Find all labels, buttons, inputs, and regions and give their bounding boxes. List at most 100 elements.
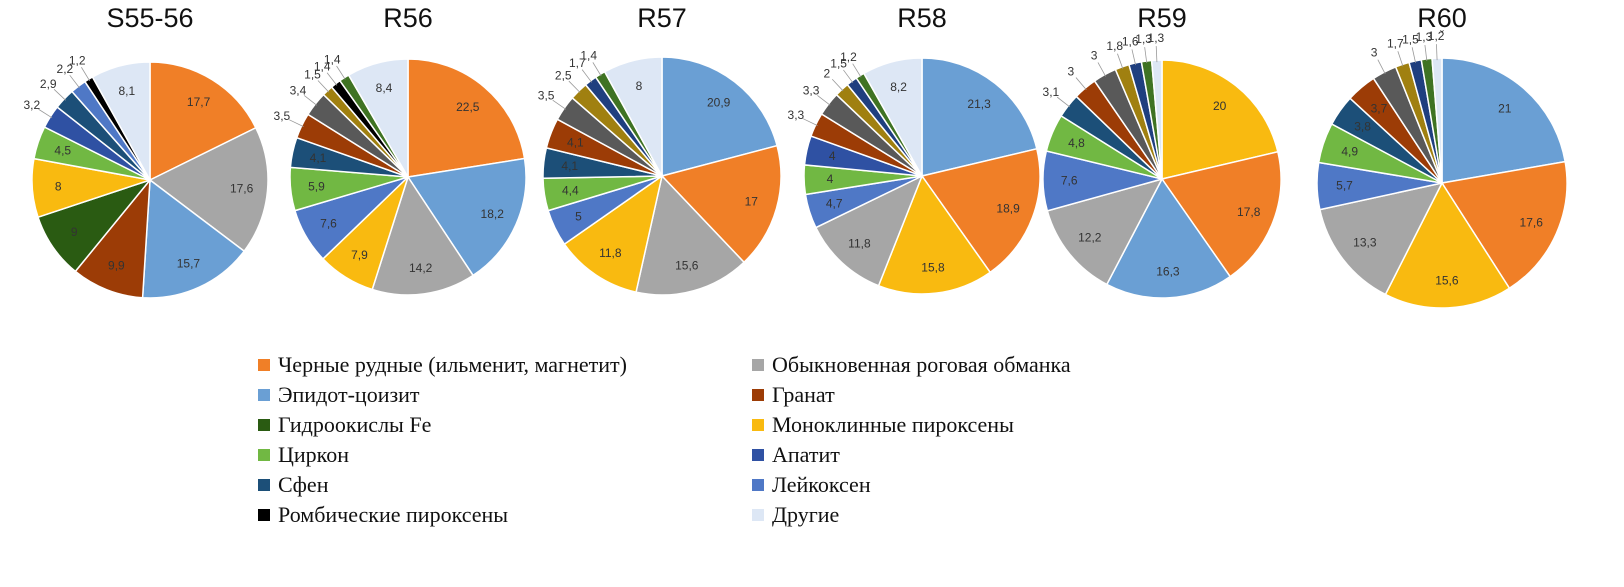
slice-label: 5,7 (1336, 178, 1353, 192)
slice-leader-line (1424, 45, 1428, 61)
legend-item-opx: Ромбические пироксены (258, 502, 508, 528)
slice-label: 5,9 (308, 180, 325, 194)
legend-label: Ромбические пироксены (278, 502, 509, 527)
pie-title: R58 (897, 3, 947, 33)
slice-label: 17,6 (1520, 215, 1544, 229)
pie-slice-other (347, 58, 409, 180)
slice-label: 7,9 (351, 248, 368, 262)
slice-label: 9 (71, 225, 78, 239)
pie-slice-epidote (1441, 57, 1567, 184)
legend-swatch (258, 389, 270, 401)
pie-title: R60 (1417, 3, 1467, 33)
slice-label: 1,3 (1148, 31, 1165, 45)
slice-label: 8,1 (118, 84, 135, 98)
slice-label: 4,5 (54, 144, 71, 158)
pie-slice-other (862, 57, 923, 179)
slice-label: 3,5 (538, 89, 555, 103)
slice-label: 1,6 (1122, 35, 1139, 49)
legend-label: Моноклинные пироксены (772, 412, 1014, 437)
slice-label: 4,1 (567, 136, 584, 150)
slice-label: 9,9 (108, 259, 125, 273)
legend-swatch (258, 449, 270, 461)
pie-slice-cpx (1384, 181, 1511, 309)
slice-label: 1,8 (1106, 39, 1123, 53)
pie-title: R59 (1137, 3, 1187, 33)
legend-swatch (258, 359, 270, 371)
slice-leader-line (1155, 46, 1158, 63)
slice-label: 3 (1371, 46, 1378, 60)
slice-leader-line (1075, 77, 1087, 91)
legend-label: Обыкновенная роговая обманка (772, 352, 1071, 377)
slice-label: 20,9 (707, 95, 731, 109)
legend-swatch (752, 419, 764, 431)
slice-label: 1,3 (1416, 30, 1433, 44)
slice-label: 1,3 (1135, 32, 1152, 46)
slice-leader-line (1144, 47, 1148, 64)
slice-leader-line (843, 69, 854, 84)
slice-leader-line (38, 108, 53, 119)
slice-label: 2,5 (555, 68, 572, 82)
slice-label: 14,2 (409, 261, 433, 275)
legend-swatch (258, 479, 270, 491)
slice-leader-line (852, 63, 862, 78)
slice-label: 15,7 (177, 257, 201, 271)
slice-label: 8,2 (890, 80, 907, 94)
slice-label: 17,7 (187, 95, 211, 109)
pie-slice-ore (1440, 160, 1568, 290)
legend-label: Эпидот-цоизит (278, 382, 420, 407)
slice-label: 18,2 (481, 207, 505, 221)
slice-label: 3,8 (1354, 120, 1371, 134)
slice-label: 7,6 (1061, 174, 1078, 188)
slice-label: 4 (827, 172, 834, 186)
slice-label: 15,6 (1435, 273, 1459, 287)
legend-item-fe_hydroxide: Гидроокислы Fe (258, 412, 431, 438)
legend-swatch (752, 479, 764, 491)
slice-label: 4,1 (561, 159, 578, 173)
slice-label: 3,5 (274, 109, 291, 123)
slice-leader-line (581, 69, 593, 83)
slice-label: 1,4 (324, 52, 341, 66)
legend-item-sphene: Сфен (258, 472, 328, 498)
slice-label: 2,2 (57, 62, 74, 76)
pie-2: R57 20,9 17 15,6 11,8 5 4,4 4,1 4,1 3,52,51,71,4 8 (538, 3, 782, 296)
pie-slice-hornblende (635, 174, 746, 296)
slice-label: 8,4 (376, 81, 393, 95)
slice-leader-line (817, 95, 831, 106)
slice-label: 4,8 (1068, 136, 1085, 150)
slice-leader-line (1397, 51, 1404, 67)
slice-label: 1,5 (1402, 32, 1419, 46)
slice-label: 4 (829, 149, 836, 163)
slice-label: 3,1 (1043, 85, 1060, 99)
pie-slice-other (603, 56, 663, 177)
slice-label: 2,9 (40, 77, 57, 91)
legend-item-epidote: Эпидот-цоизит (258, 382, 420, 408)
legend-item-cpx: Моноклинные пироксены (752, 412, 1014, 438)
legend-item-ore: Черные рудные (ильменит, магнетит) (258, 352, 627, 378)
slice-label: 16,3 (1156, 265, 1180, 279)
slice-label: 4,1 (310, 151, 327, 165)
pie-top-note: ˇ (1440, 28, 1444, 42)
slice-label: 1,5 (304, 68, 321, 82)
pie-slice-hornblende (371, 175, 475, 296)
slice-label: 8 (55, 179, 62, 193)
slice-label: 3,4 (290, 83, 307, 97)
pie-slice-hornblende (148, 126, 269, 253)
slice-label: 15,8 (921, 260, 945, 274)
slice-leader-line (1377, 59, 1386, 75)
slice-leader-line (552, 99, 567, 110)
pie-slice-epidote (141, 178, 246, 299)
slice-label: 17,8 (1237, 205, 1261, 219)
slice-label: 4,9 (1341, 145, 1358, 159)
slice-label: 1,4 (314, 59, 331, 73)
pie-1: R56 22,5 18,2 14,2 7,9 7,6 5,9 4,1 3,5 3,41,51,41… (274, 3, 527, 296)
slice-label: 21,3 (967, 97, 991, 111)
legend-swatch (752, 389, 764, 401)
legend-item-zircon: Циркон (258, 442, 349, 468)
pie-slice-epidote (921, 57, 1038, 177)
slice-label: 22,5 (456, 100, 480, 114)
pie-slice-other (91, 61, 151, 183)
slice-label: 15,6 (675, 258, 699, 272)
pie-0: S55-56 17,7 17,6 15,7 9,9 9 8 4,5 3,22,92,21,2 8,… (23, 3, 269, 299)
slice-label: 4,4 (562, 184, 579, 198)
